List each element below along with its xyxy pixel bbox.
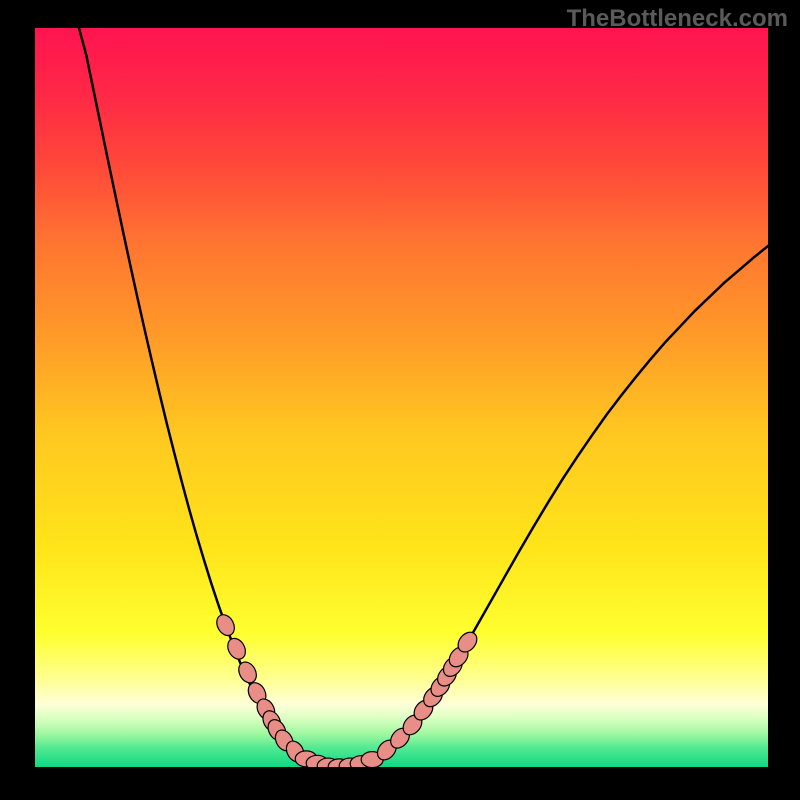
chart-stage: TheBottleneck.com: [0, 0, 800, 800]
gradient-background: [35, 28, 768, 767]
chart-svg: [35, 28, 768, 767]
plot-area: [35, 28, 768, 767]
